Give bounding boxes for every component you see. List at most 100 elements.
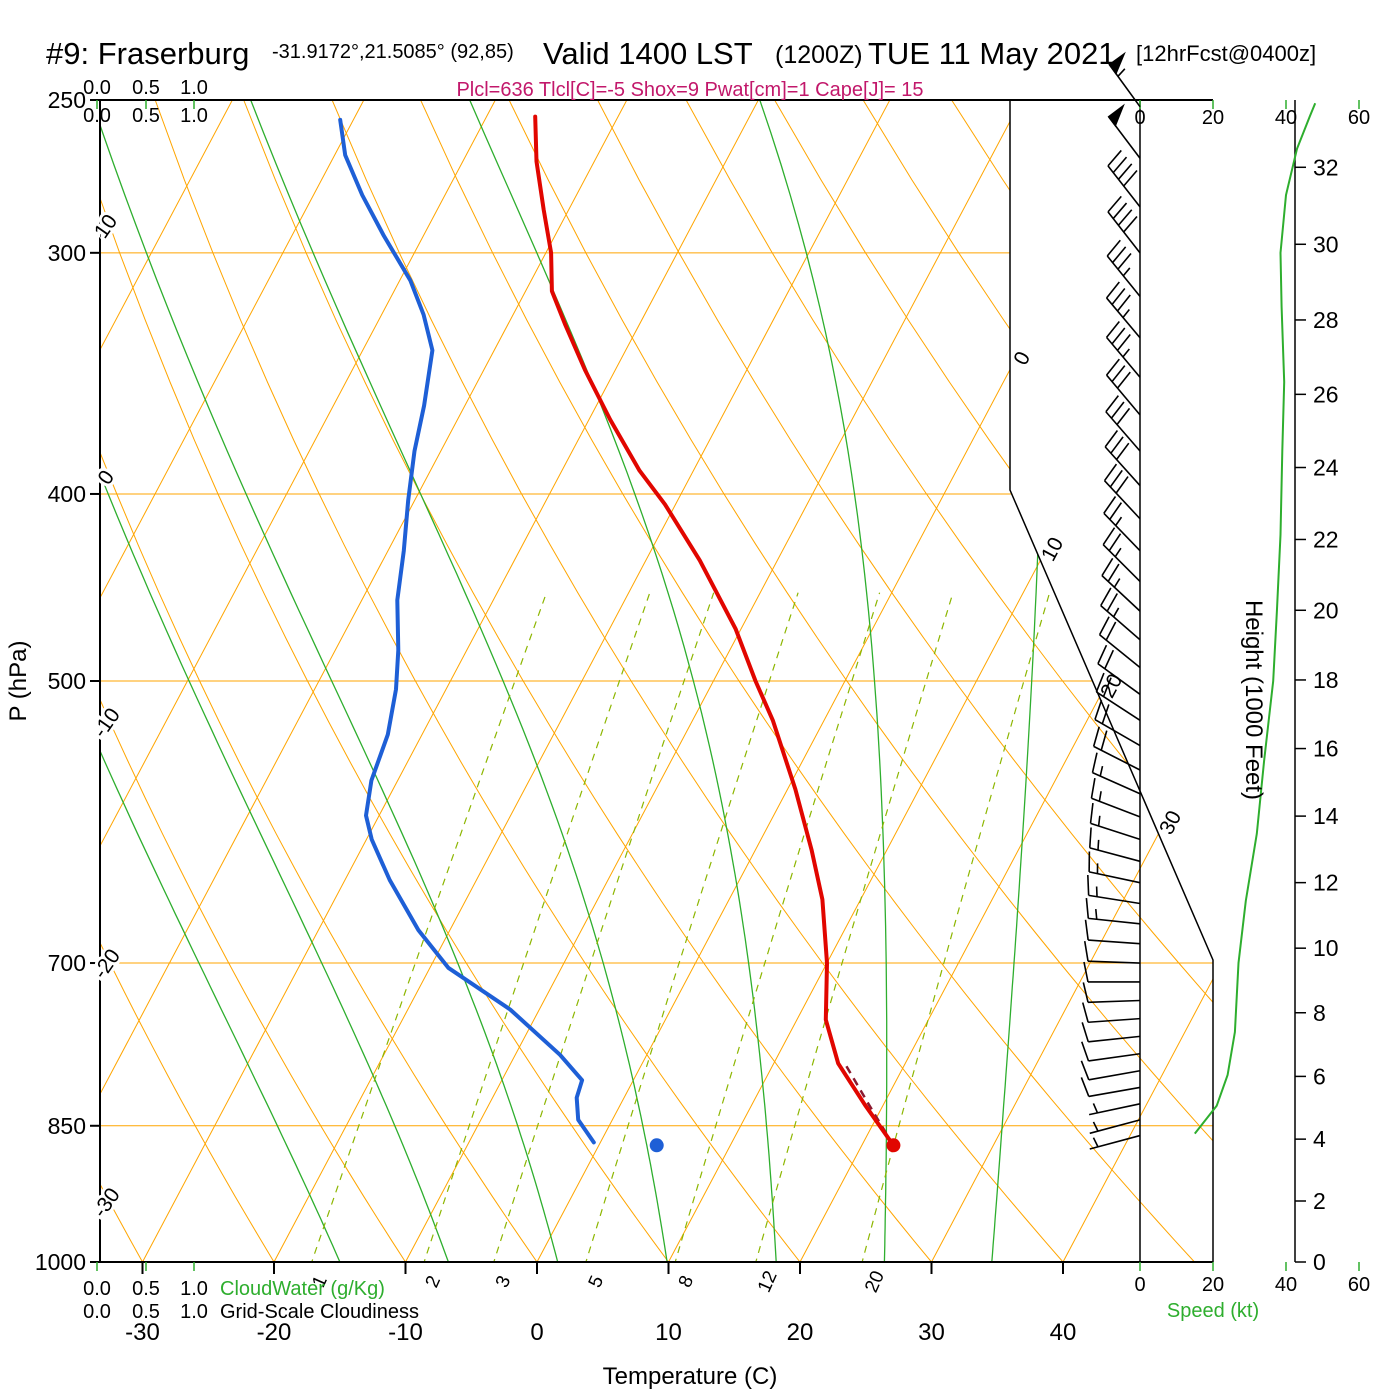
pressure-tick-label: 700 [48,950,86,976]
wind-barb-tick [1110,401,1125,419]
mixing-ratio-label: 12 [754,1268,782,1296]
wind-barb-shaft [1101,575,1141,612]
cloudiness-tick-label-bottom: 0.0 [83,1301,111,1323]
temperature-tick-label: 30 [918,1319,945,1346]
wind-barb-tick [1090,778,1096,799]
wind-barb-shaft [1100,605,1141,641]
wind-barb-halftick [1092,1121,1099,1132]
wind-barb [1103,496,1141,552]
wind-barb-tick [1105,320,1120,338]
wind-barb [1107,195,1141,254]
height-tick-label: 18 [1313,667,1339,693]
wind-barb-tick [1117,163,1133,180]
dry-adiabat-line [100,100,700,1262]
temperature-tick-label: -30 [125,1319,160,1346]
wind-barb [1105,395,1141,452]
cloudiness-tick-label-top: 0.0 [83,105,111,127]
wind-barb-tick [1091,752,1098,773]
cloudiness-tick-label-top: 0.5 [132,105,160,127]
wind-barb-tick [1123,215,1138,233]
wind-barb-shaft [1105,336,1141,378]
speed-tick-label-bottom: 0 [1134,1274,1145,1296]
speed-tick-label-bottom: 40 [1275,1274,1297,1296]
speed-tick-label-bottom: 20 [1202,1274,1224,1296]
wind-barb [1107,149,1141,208]
wind-barb [1081,1022,1141,1043]
wind-barb-tick [1082,982,1089,1003]
wind-barb [1081,1002,1141,1024]
wind-barb-tick [1107,195,1122,213]
wind-barb-tick [1085,897,1090,919]
wind-barb-tick [1083,961,1089,983]
moist-adiabat-line [250,100,674,1262]
wind-barb-tick [1105,281,1120,299]
wind-barb [1108,51,1141,108]
wind-barb-tick [1102,677,1112,697]
wind-barb-tick [1105,358,1120,376]
wind-barb-shaft [1088,960,1141,964]
wind-barb-shaft [1099,634,1141,669]
surface-temperature-dot [886,1138,901,1153]
wind-barb [1094,699,1141,747]
wind-barb-shaft [1104,446,1141,487]
mixing-ratio-line [297,592,548,1262]
speed-axis-title: Speed (kt) [1167,1300,1259,1322]
wind-barb-tick [1110,436,1124,454]
height-tick-label: 30 [1313,231,1339,257]
height-tick-label: 26 [1313,381,1339,407]
stability-indices: Plcl=636 Tlcl[C]=-5 Shox=9 Pwat[cm]=1 Ca… [456,79,923,101]
speed-tick-label-top: 20 [1202,107,1224,129]
temperature-profile-line [533,114,896,1148]
wind-barb-tick [1097,644,1108,665]
wind-barb-tick [1116,407,1131,426]
wind-barb-halftick [1122,348,1130,358]
speed-tick-label-bottom: 60 [1348,1274,1370,1296]
wind-barb-tick [1116,371,1131,389]
wind-barb [1105,320,1141,378]
moist-adiabat-line [100,100,464,1262]
height-tick-label: 24 [1313,455,1339,481]
axes-frame [90,99,1360,1274]
wind-barb-shaft [1107,211,1141,254]
isotherm-label: 0 [1009,348,1035,369]
dry-adiabat-label: -30 [89,1184,125,1222]
wind-barb-halftick [1122,267,1131,277]
wind-barb-tick [1095,672,1105,693]
height-tick-label: 32 [1313,154,1339,180]
temperature-tick-label: 10 [655,1319,682,1346]
dry-adiabat-line [331,100,1100,1262]
height-tick-label: 6 [1313,1063,1326,1089]
wind-barb-halftick [1114,547,1122,558]
wind-barb-shaft [1088,917,1141,925]
temperature-axis-title: Temperature (C) [603,1363,778,1390]
pressure-tick-label: 300 [48,240,86,266]
wind-barb-tick [1107,563,1120,582]
wind-barb [1088,851,1141,884]
wind-barb-shaft [1089,1134,1141,1150]
pressure-tick-label: 250 [48,87,86,113]
valid-time: Valid 1400 LST [543,36,753,71]
mixing-ratio-line [743,592,954,1262]
moist-adiabat-line [988,100,1044,1262]
wind-barb [1083,961,1140,983]
wind-barb-shaft [1088,939,1141,945]
surface-dewpoint-dot [649,1138,664,1153]
isotherm-line [100,100,233,1262]
wind-barb-tick [1117,209,1133,226]
wind-barb-tick [1112,202,1128,220]
wind-barb-shaft [1094,718,1141,747]
dry-adiabat-label: 10 [90,210,122,242]
dry-adiabat-line [597,100,1213,1262]
wind-barb-shaft [1090,822,1141,841]
wind-barb-halftick [1099,765,1104,777]
dry-adiabat-line [774,100,1213,1262]
wind-barb-shaft [1097,663,1141,695]
station-title: #9: Fraserburg [46,36,249,71]
wind-barb-tick [1112,246,1127,264]
valid-zulu: (1200Z) [775,41,863,69]
dry-adiabat-label: 0 [93,466,119,489]
wind-barb [1095,672,1141,721]
wind-barb-tick [1116,333,1131,351]
